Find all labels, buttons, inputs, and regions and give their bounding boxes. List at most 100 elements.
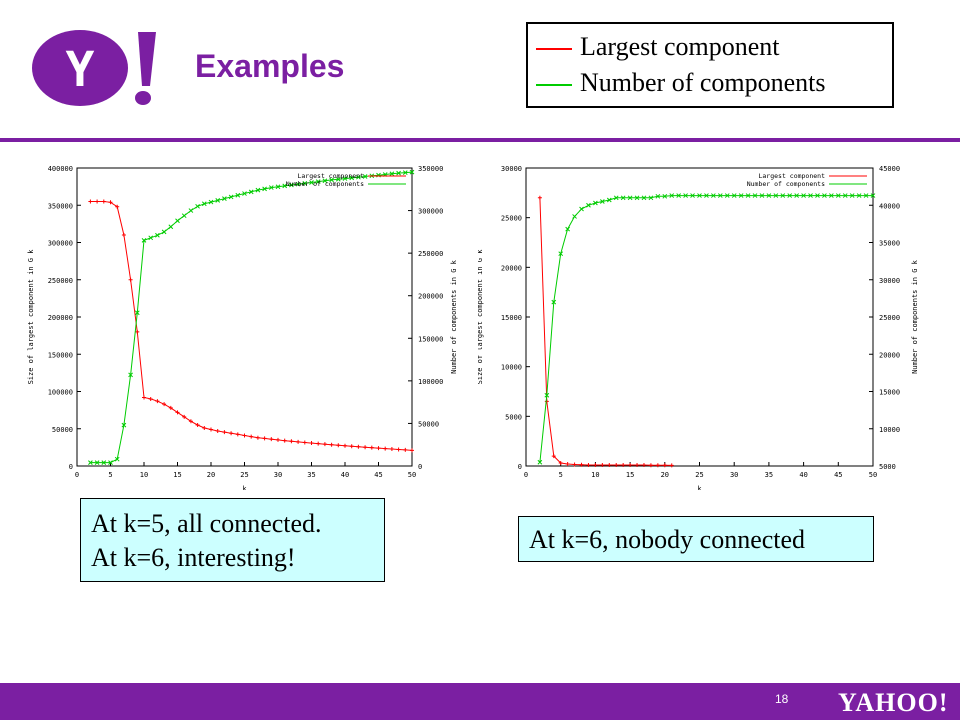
data-point: [600, 463, 605, 468]
series-line-number-of-components: [539, 195, 873, 463]
chart-right: 0 5 10 15 20 25 30 35 40 45 50 0 5000 10000 15000 20000…: [478, 165, 919, 490]
data-point: [655, 193, 661, 199]
x-axis-label: k: [697, 485, 702, 490]
y2-tick-label: 100000: [418, 378, 443, 386]
data-point: [343, 443, 347, 448]
data-point: [369, 445, 374, 450]
svg-text:Y: Y: [66, 42, 95, 98]
data-point: [322, 178, 328, 184]
inner-legend-label: Largest component: [758, 172, 825, 180]
data-point: [717, 193, 723, 198]
inner-legend-label: Number of components: [747, 180, 825, 188]
legend-item-largest: Largest component: [536, 32, 780, 62]
x-tick-label: 30: [730, 471, 738, 479]
series-line-largest-component: [539, 197, 672, 466]
data-point: [229, 431, 234, 436]
data-point: [627, 195, 633, 201]
data-point: [349, 444, 354, 449]
data-point: [155, 399, 160, 404]
y2-axis-label: Number of components in G k: [450, 259, 458, 374]
y2-tick-label: 10000: [879, 426, 900, 434]
data-point: [215, 198, 221, 203]
data-point: [835, 193, 841, 198]
data-point: [115, 204, 120, 209]
data-point: [641, 195, 647, 201]
inner-legend-label: Number of components: [286, 180, 364, 188]
data-point: [634, 195, 640, 201]
data-point: [579, 206, 584, 212]
x-tick-label: 35: [307, 471, 315, 479]
data-point: [208, 199, 214, 205]
data-point: [572, 462, 577, 467]
x-tick-label: 15: [626, 471, 634, 479]
data-point: [558, 461, 563, 466]
data-point: [155, 232, 160, 238]
y2-axis-label: Number of components in G k: [911, 259, 919, 374]
y-tick-label: 350000: [48, 202, 73, 210]
data-point: [613, 195, 619, 201]
data-point: [683, 193, 688, 198]
data-point: [188, 419, 193, 424]
x-tick-label: 0: [75, 471, 79, 479]
data-point: [295, 181, 301, 187]
data-point: [745, 193, 751, 198]
data-point: [128, 372, 133, 378]
data-point: [606, 197, 612, 203]
y2-tick-label: 25000: [879, 314, 900, 322]
data-point: [94, 460, 100, 465]
x-tick-label: 50: [408, 471, 416, 479]
data-point: [801, 193, 806, 198]
data-point: [195, 423, 200, 428]
y-tick-label: 10000: [501, 364, 522, 372]
y2-tick-label: 40000: [879, 202, 900, 210]
x-tick-label: 30: [274, 471, 282, 479]
y2-tick-label: 45000: [879, 165, 900, 173]
y2-tick-label: 150000: [418, 335, 443, 343]
y-tick-label: 20000: [501, 264, 522, 272]
data-point: [620, 195, 626, 201]
data-point: [662, 193, 668, 199]
data-point: [773, 193, 779, 198]
x-tick-label: 10: [140, 471, 148, 479]
y2-tick-label: 200000: [418, 293, 443, 301]
x-tick-label: 45: [374, 471, 382, 479]
data-point: [635, 463, 640, 468]
data-point: [565, 462, 570, 467]
data-point: [599, 199, 605, 204]
data-point: [621, 463, 626, 468]
data-point: [396, 170, 401, 176]
data-point: [842, 193, 848, 198]
data-point: [558, 251, 564, 257]
data-point: [248, 189, 254, 195]
data-point: [572, 214, 577, 219]
data-point: [362, 174, 368, 179]
y-tick-label: 15000: [501, 314, 522, 322]
data-point: [101, 460, 107, 465]
data-point: [316, 441, 321, 446]
data-point: [249, 434, 254, 439]
x-tick-label: 50: [869, 471, 877, 479]
data-point: [389, 447, 394, 452]
data-point: [586, 202, 591, 208]
data-point: [870, 193, 876, 198]
page-number: 18: [775, 692, 789, 706]
y2-tick-label: 5000: [879, 463, 896, 471]
data-point: [586, 463, 591, 468]
data-point: [315, 179, 321, 184]
y2-tick-label: 250000: [418, 250, 443, 258]
data-point: [537, 195, 542, 200]
data-point: [215, 428, 220, 433]
data-point: [128, 277, 133, 282]
x-tick-label: 5: [108, 471, 112, 479]
data-point: [396, 447, 401, 452]
data-point: [168, 405, 173, 410]
y-tick-label: 50000: [52, 426, 73, 434]
data-point: [329, 177, 334, 183]
data-point: [402, 170, 408, 175]
data-point: [302, 440, 307, 445]
data-point: [296, 439, 301, 444]
y-tick-label: 30000: [501, 165, 522, 173]
data-point: [268, 185, 274, 190]
data-point: [648, 195, 654, 201]
x-tick-label: 5: [559, 471, 563, 479]
